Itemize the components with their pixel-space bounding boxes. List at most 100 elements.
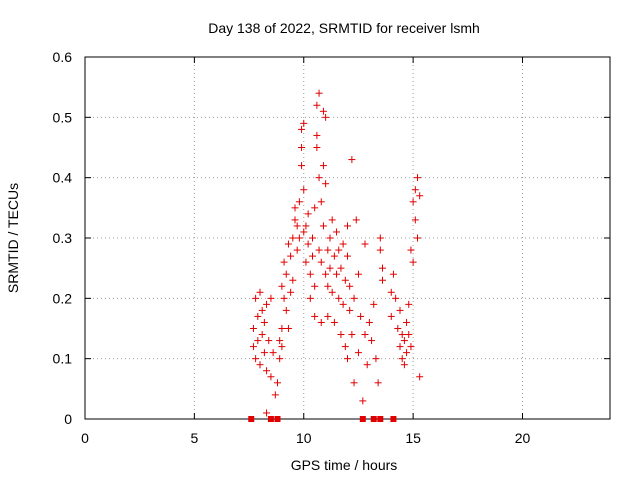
data-point [354, 270, 362, 278]
data-point [252, 294, 260, 302]
data-point [326, 234, 334, 242]
data-point [289, 234, 297, 242]
data-point [376, 234, 384, 242]
data-point [274, 379, 281, 387]
data-point [282, 306, 290, 314]
tick-layer: 0 0.1 0.2 0.3 0.4 0.5 0.6 0 5 10 15 20 [53, 49, 610, 446]
data-point [330, 252, 338, 260]
data-point [337, 331, 345, 339]
data-point [339, 300, 347, 308]
data-point [361, 331, 369, 339]
data-point [379, 276, 386, 284]
data-point [352, 216, 360, 224]
data-point [328, 288, 336, 296]
data-point [258, 306, 266, 314]
data-point [333, 270, 341, 278]
data-point [298, 125, 306, 133]
data-point [309, 234, 316, 242]
data-point [328, 216, 336, 224]
data-point [291, 216, 299, 224]
data-point [300, 228, 308, 236]
data-point [249, 325, 257, 332]
x-tick-label: 0 [81, 430, 89, 446]
data-point [280, 258, 288, 266]
data-point [405, 300, 413, 308]
data-point [300, 186, 308, 194]
data-point [387, 288, 395, 296]
data-point [361, 240, 369, 248]
data-point [291, 204, 299, 212]
data-point [409, 198, 417, 206]
data-point [400, 361, 408, 369]
data-point [295, 234, 303, 242]
data-point [304, 210, 312, 218]
data-point [269, 349, 277, 357]
data-point [263, 367, 271, 375]
data-point [280, 294, 288, 302]
data-point [326, 264, 334, 272]
plot-frame [84, 56, 611, 420]
data-point [313, 101, 321, 109]
x-tick-label: 15 [405, 430, 421, 446]
chart-title: Day 138 of 2022, SRMTID for receiver lsm… [208, 20, 480, 36]
y-tick-label: 0.4 [53, 170, 73, 186]
data-point [348, 331, 356, 339]
zero-marker [267, 416, 274, 422]
data-point [322, 113, 330, 121]
zero-marker [274, 416, 281, 422]
data-point [315, 89, 323, 97]
data-point [407, 343, 415, 351]
data-point [330, 318, 338, 326]
data-point [309, 252, 316, 260]
y-tick-label: 0.2 [53, 290, 73, 306]
data-point [317, 318, 325, 326]
data-point [337, 264, 345, 272]
x-tick-label: 5 [190, 430, 198, 446]
data-point [394, 325, 402, 332]
data-point [276, 355, 284, 363]
zero-marker [248, 416, 255, 422]
data-point [392, 294, 400, 302]
data-point [363, 361, 371, 369]
data-point [319, 162, 327, 170]
data-point [284, 240, 292, 248]
data-point [379, 264, 386, 272]
data-point [344, 252, 351, 260]
data-point [306, 270, 314, 278]
data-point [282, 270, 290, 278]
data-point [346, 306, 354, 314]
data-point [359, 397, 367, 405]
zero-marker [370, 416, 377, 422]
data-point [335, 246, 343, 254]
data-point [400, 337, 408, 345]
data-point [403, 318, 411, 326]
data-point [317, 258, 325, 266]
data-point [284, 325, 292, 332]
data-point [344, 355, 351, 363]
data-point [252, 355, 260, 363]
data-point [414, 234, 421, 242]
data-point [372, 355, 380, 363]
data-point [411, 216, 419, 224]
data-point [256, 288, 264, 296]
data-point [354, 349, 362, 357]
data-point [348, 156, 356, 164]
data-point [339, 240, 347, 248]
data-point [302, 258, 310, 266]
data-point [324, 246, 332, 254]
data-point [322, 180, 330, 188]
data-point [304, 240, 312, 248]
data-point [293, 246, 301, 254]
x-tick-label: 10 [296, 430, 312, 446]
data-point [322, 270, 330, 278]
data-point [344, 222, 351, 230]
data-point [311, 282, 319, 290]
y-tick-label: 0.1 [53, 351, 73, 367]
data-point [313, 144, 321, 151]
y-axis-label: SRMTID / TECUs [5, 183, 21, 293]
data-point [249, 343, 257, 351]
data-point [313, 131, 321, 139]
data-point [256, 361, 264, 369]
data-point [319, 222, 327, 230]
